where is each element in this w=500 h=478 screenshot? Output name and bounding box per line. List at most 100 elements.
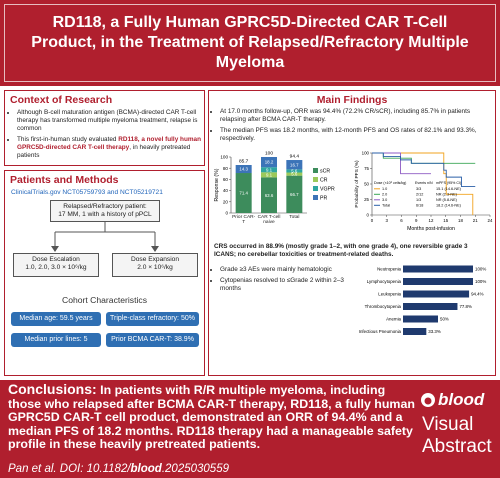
- category-label: Neutropenia: [377, 267, 401, 272]
- ae-chart: Neutropenia 100% Lymphocytopenia 100% Leukop…: [357, 261, 494, 345]
- segment-label: 63.6: [265, 193, 274, 198]
- escalation-title: Dose Escalation: [32, 256, 80, 263]
- finding-bullet: At 17.0 months follow-up, ORR was 94.4% …: [220, 108, 496, 124]
- y-tick-label: 60: [223, 177, 229, 182]
- segment-label: 9.1: [266, 172, 273, 177]
- y-tick-label: 40: [223, 188, 229, 193]
- expansion-box: Dose Expansion 2.0 × 10⁶/kg: [112, 253, 198, 277]
- header-frame: RD118, a Fully Human GPRC5D-Directed CAR…: [4, 4, 496, 82]
- ae-svg: Neutropenia 100% Lymphocytopenia 100% Leukop…: [359, 265, 486, 335]
- ae-bullet: Cytopenias resolved to ≤Grade 2 within 2…: [220, 277, 360, 293]
- header: RD118, a Fully Human GPRC5D-Directed CAR…: [0, 0, 500, 86]
- x-tick-label: 3: [386, 218, 389, 223]
- legend-label: sCR: [320, 169, 330, 175]
- x-tick-label: 15: [443, 218, 448, 223]
- bar-segment: [235, 165, 252, 174]
- y-tick-label: 20: [223, 199, 229, 204]
- pfs-chart: 0 25 50 75 100 0 3 6 9 12 15 18 21 24 Months post-infu…: [352, 147, 495, 239]
- x-tick-label: 0: [371, 218, 374, 223]
- context-box: Context of Research Although B-cell matu…: [4, 90, 205, 166]
- x-tick-label: Total: [289, 215, 300, 220]
- bar: [403, 265, 473, 273]
- segment-label: 14.3: [239, 167, 248, 172]
- segment-label: 5.6: [291, 169, 298, 174]
- category-label: Anemia: [386, 317, 401, 322]
- value-label: 100%: [475, 279, 486, 284]
- category-label: Lymphocytopenia: [367, 279, 402, 284]
- total-label: 85.7: [239, 159, 249, 165]
- total-label: 94.4: [290, 154, 300, 160]
- y-axis-label: Response (%): [214, 168, 220, 201]
- value-label: 100%: [475, 267, 486, 272]
- connector: [54, 222, 156, 248]
- conclusion-panel: Conclusions: In patients with R/R multip…: [0, 380, 500, 478]
- value-label: 77.8%: [459, 304, 472, 309]
- pfs-curve: [372, 152, 476, 164]
- legend-swatch: [313, 186, 318, 191]
- bar-segment: [261, 172, 277, 178]
- escalation-box: Dose Escalation 1.0, 2.0, 3.0 × 10⁶/kg: [13, 253, 99, 277]
- expansion-detail: 2.0 × 10⁶/kg: [137, 264, 173, 271]
- logo: blood Visual Abstract: [420, 390, 496, 470]
- arrowheads: [51, 246, 159, 252]
- conclusion: Conclusions: In patients with R/R multip…: [8, 382, 416, 452]
- response-svg: 0 20 40 60 80 100 Response (%) 71.4 14.3 85.7 63.6…: [214, 151, 335, 216]
- y-tick-label: 0: [225, 211, 228, 216]
- highlight: RD118, a novel fully human GPRC5D-direct…: [17, 136, 201, 151]
- legend-swatch: [313, 168, 318, 173]
- citation-text: .2025030559: [161, 463, 229, 475]
- findings-heading: Main Findings: [316, 94, 388, 106]
- logo-line: Visual: [422, 414, 474, 435]
- pfs-curve: [372, 152, 476, 188]
- text: This first-in-human study evaluated: [17, 136, 119, 143]
- y-tick-label: 0: [367, 213, 370, 218]
- segment-label: 71.4: [239, 191, 248, 196]
- legend-dose: 3.0: [382, 198, 387, 202]
- legend-label: PR: [320, 196, 327, 202]
- total-label: 100: [265, 151, 273, 157]
- trial-link[interactable]: ClinicalTrials.gov NCT05759793 and NCT05…: [11, 189, 163, 196]
- legend-events: 1/3: [416, 198, 421, 202]
- logo-icon: [421, 393, 435, 407]
- bar-segment: [286, 172, 303, 176]
- legend-swatch: [313, 195, 318, 200]
- expansion-title: Dose Expansion: [130, 256, 180, 263]
- bar: [403, 278, 473, 285]
- x-tick-label: CAR T-cell naive: [257, 215, 281, 226]
- ae-list: Grade ≥3 AEs were mainly hematologic Cyt…: [211, 266, 360, 296]
- y-tick-label: 50: [364, 182, 369, 187]
- segment-label: 16.7: [290, 162, 299, 167]
- x-tick-label: Prior CAR-T: [232, 215, 256, 226]
- population-box: Relapsed/Refractory patient: 17 MM, 1 wi…: [50, 200, 160, 222]
- bar-segment: [235, 173, 252, 213]
- legend-dose: 1.0: [382, 187, 387, 191]
- legend-mpfs: NR (5.8-NE): [436, 198, 458, 202]
- finding-bullet: The median PFS was 18.2 months, with 12-…: [220, 127, 496, 143]
- value-label: 50%: [440, 317, 449, 322]
- findings-box: Main Findings At 17.0 months follow-up, …: [208, 90, 496, 376]
- bar-segment: [261, 167, 277, 173]
- y-tick-label: 25: [364, 197, 369, 202]
- x-tick-label: 12: [429, 218, 434, 223]
- cohort-pill: Triple-class refractory: 50%: [106, 312, 199, 326]
- bar-segment: [261, 157, 277, 168]
- value-label: 33.3%: [428, 329, 441, 334]
- legend-dose: Total: [382, 204, 390, 208]
- safety-text: CRS occurred in 88.9% (mostly grade 1–2,…: [214, 243, 468, 258]
- legend-header: mPFS (95% CI): [436, 181, 461, 185]
- bar: [403, 290, 470, 298]
- legend-dose: 2.0: [382, 193, 387, 197]
- legend-label: CR: [320, 178, 328, 184]
- logo-brand: blood: [438, 390, 485, 409]
- value-label: 94.4%: [471, 292, 484, 297]
- context-bullet: This first-in-human study evaluated RD11…: [17, 136, 207, 160]
- bar-segment: [286, 175, 303, 213]
- legend-events: 2/12: [416, 193, 423, 197]
- methods-heading: Patients and Methods: [10, 174, 119, 186]
- response-chart: 0 20 40 60 80 100 Response (%) 71.4 14.3 85.7 63.6…: [211, 147, 351, 239]
- logo-line: Abstract: [422, 436, 492, 457]
- pfs-svg: 0 25 50 75 100 0 3 6 9 12 15 18 21 24 Months post-infu…: [354, 151, 493, 232]
- context-list: Although B-cell maturation antigen (BCMA…: [8, 109, 207, 163]
- bar: [403, 303, 458, 310]
